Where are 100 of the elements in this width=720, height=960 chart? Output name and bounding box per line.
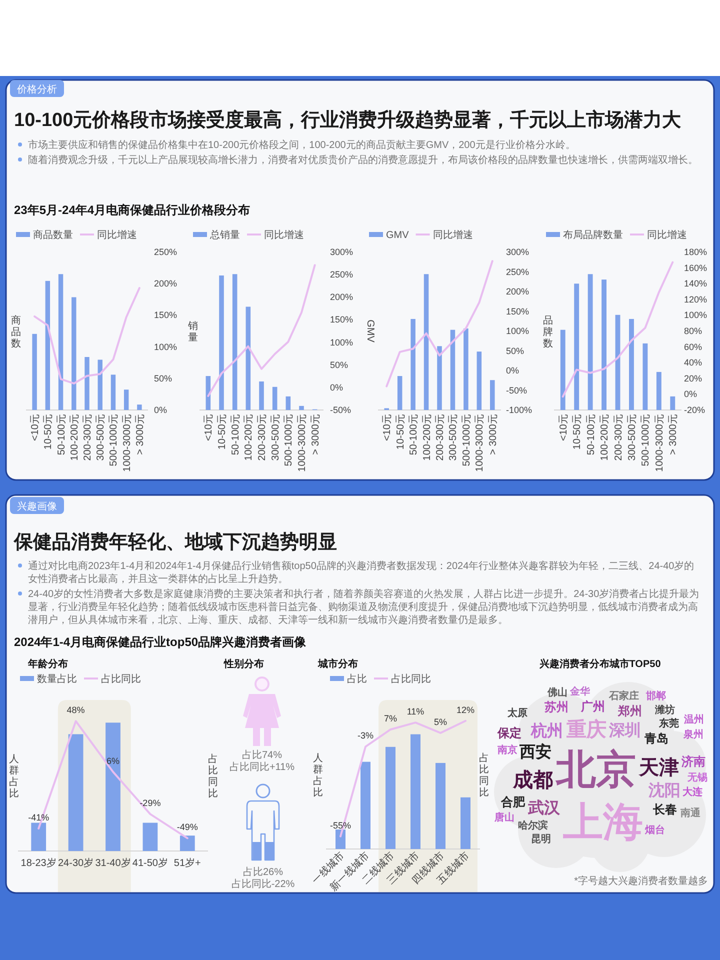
category-label: 邯郸 <box>645 690 666 702</box>
data-label: 11% <box>406 706 424 717</box>
x-tick-label: 500-1000元 <box>461 414 472 466</box>
data-label: 7% <box>384 713 398 724</box>
x-tick-label: 31-40岁 <box>95 857 131 869</box>
y-tick-label: 100% <box>154 342 178 352</box>
category-label: 重庆 <box>565 718 606 741</box>
y-tick-label: 180% <box>684 247 708 257</box>
data-label: -29% <box>140 798 161 808</box>
y-tick-label: 50% <box>154 373 172 384</box>
bar <box>460 797 470 849</box>
legend-label: 数量占比 <box>37 673 77 685</box>
category-label: 西安 <box>518 742 552 762</box>
category-label: 沈阳 <box>647 782 680 800</box>
bar <box>490 380 495 410</box>
bar <box>31 822 46 851</box>
text: 占比同比+11% <box>229 761 295 773</box>
category-label: 南通 <box>679 807 702 820</box>
x-tick-label: 10-50元 <box>217 414 228 450</box>
bar <box>219 275 224 410</box>
line-series <box>34 287 140 384</box>
x-tick-label: > 3000元 <box>488 414 499 455</box>
bar <box>180 836 195 851</box>
y-tick-label: 200% <box>506 286 530 296</box>
x-tick-label: 1000-3000元 <box>297 414 308 472</box>
legend-label: GMV <box>386 230 410 241</box>
x-tick-label: > 3000元 <box>668 414 680 455</box>
line-series <box>562 261 674 398</box>
category-label: 长春 <box>652 802 678 816</box>
y-tick-label: 140% <box>684 278 708 289</box>
legend-label: 占比 <box>347 673 367 685</box>
bar <box>436 762 446 849</box>
y-tick-label: 200% <box>154 278 178 289</box>
y-tick-label: 120% <box>684 294 708 304</box>
data-label: -41% <box>28 812 50 823</box>
bar <box>360 762 370 849</box>
category-label: 天津 <box>638 756 680 779</box>
x-tick-label: 10-50元 <box>43 414 54 450</box>
legend-label: 同比增速 <box>647 229 687 241</box>
y-tick-label: 150% <box>330 314 354 325</box>
bar <box>299 406 304 410</box>
category-label: 济南 <box>680 754 706 769</box>
y-tick-label: 250% <box>330 270 354 280</box>
legend-label: 占比同比 <box>391 673 431 685</box>
x-tick-label: 300-500元 <box>626 414 638 461</box>
category-label: 泉州 <box>682 728 704 740</box>
category-label: 佛山 <box>546 686 568 699</box>
bar <box>246 306 251 410</box>
x-tick-label: 100-200元 <box>69 414 80 461</box>
x-tick-label: 51岁+ <box>174 857 202 869</box>
chart-title: 年龄分布 <box>27 658 68 670</box>
category-label: 潍坊 <box>654 704 675 716</box>
text: 价格分析 <box>16 84 57 96</box>
y-tick-label: -50% <box>506 385 528 396</box>
y-tick-label: 20% <box>684 373 702 384</box>
bar <box>424 274 429 410</box>
category-label: 合肥 <box>500 795 526 810</box>
x-tick-label: 50-100元 <box>230 414 242 456</box>
y-tick-label: 250% <box>506 266 530 277</box>
y-tick-label: 150% <box>154 310 178 320</box>
bar <box>286 396 291 410</box>
x-tick-label: 200-300元 <box>82 414 94 461</box>
x-tick-label: 300-500元 <box>270 414 282 461</box>
data-label: -55% <box>330 820 352 830</box>
bar <box>232 274 238 410</box>
y-tick-label: 60% <box>684 342 702 352</box>
x-tick-label: <10元 <box>30 414 42 441</box>
bar <box>410 734 420 849</box>
x-tick-label: 18-23岁 <box>20 857 56 869</box>
category-label: 东莞 <box>658 718 679 730</box>
x-tick-label: 50-100元 <box>408 414 420 456</box>
x-tick-label: 100-200元 <box>422 414 433 461</box>
bar <box>45 280 50 410</box>
bar <box>602 280 606 410</box>
y-tick-label: 100% <box>330 337 354 348</box>
category-label: 深圳 <box>608 722 641 740</box>
category-label: 唐山 <box>494 811 515 824</box>
bar <box>84 357 90 410</box>
text: 兴趣消费者分布城市TOP50 <box>538 658 662 670</box>
bar <box>137 404 142 410</box>
y-axis-title: 销量 <box>187 321 198 344</box>
category-label: 石家庄 <box>608 690 640 702</box>
data-label: 12% <box>456 704 475 715</box>
x-tick-label: 100-200元 <box>244 414 255 461</box>
chart-title: 23年5月-24年4月电商保健品行业价格段分布 <box>14 203 250 217</box>
category-label: 青岛 <box>644 732 669 746</box>
category-label: 南京 <box>496 744 518 756</box>
bar <box>32 334 37 410</box>
x-tick-label: 200-300元 <box>257 414 268 461</box>
category-label: 成都 <box>512 769 553 792</box>
x-tick-label: 300-500元 <box>448 414 460 461</box>
chart-title: 城市分布 <box>317 658 358 670</box>
text: 占比同比-22% <box>231 878 295 890</box>
bar <box>259 381 264 410</box>
bar <box>336 829 346 849</box>
data-label: 6% <box>106 756 120 766</box>
category-label: 保定 <box>496 726 522 740</box>
x-tick-label: 200-300元 <box>613 414 624 461</box>
x-tick-label: 50-100元 <box>586 414 597 456</box>
category-label: 哈尔滨 <box>518 820 548 832</box>
